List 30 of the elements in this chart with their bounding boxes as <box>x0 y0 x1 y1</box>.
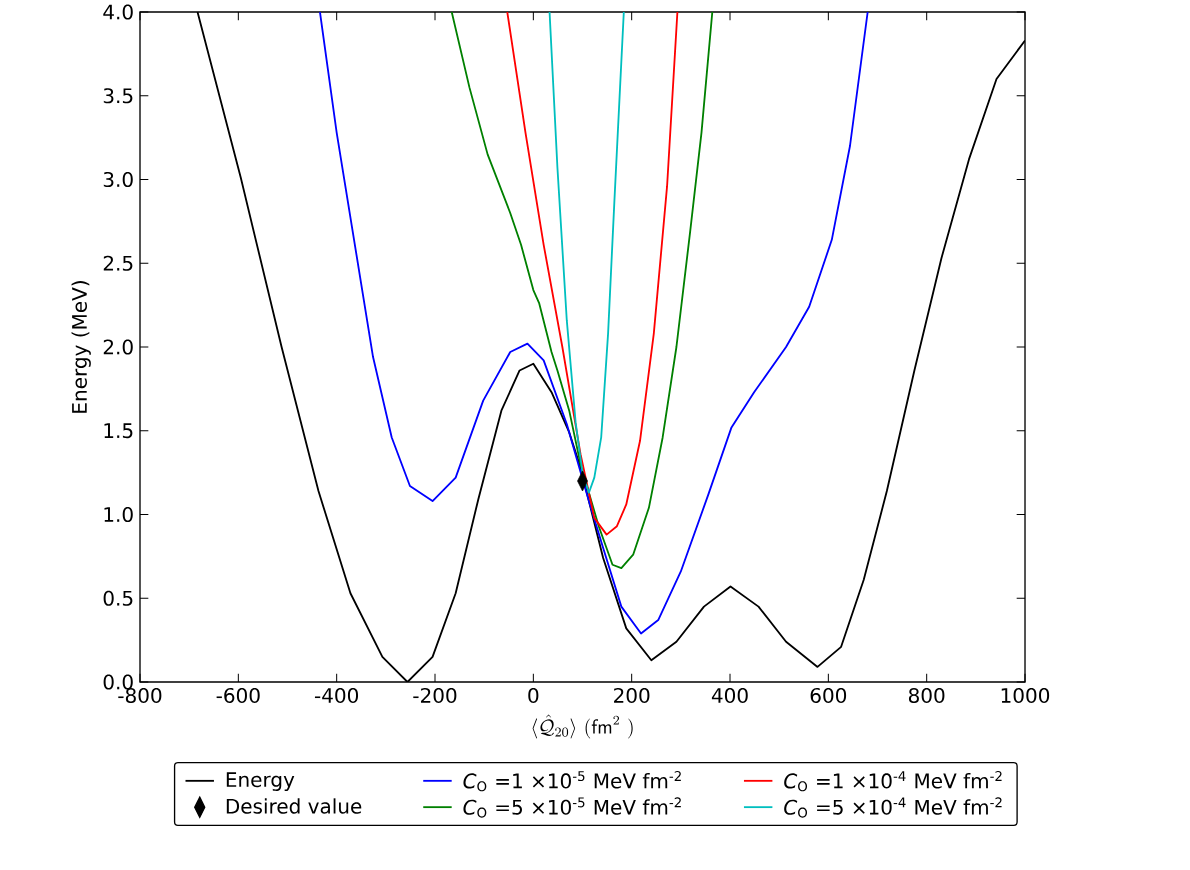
y-tick-label: 1.0 <box>104 506 133 523</box>
y-tick-label: 0.5 <box>103 590 133 606</box>
x-tick-label: 200 <box>614 687 650 704</box>
y-tick-label: 3.5 <box>103 88 133 104</box>
x-tick-label: 600 <box>810 687 847 704</box>
line-series <box>548 12 625 494</box>
x-tick-label: 800 <box>908 687 945 704</box>
x-tick-label: -600 <box>216 687 260 704</box>
x-tick-label: -400 <box>314 687 359 704</box>
y-tick-label: 3.0 <box>103 171 133 188</box>
y-tick-label: 2.0 <box>103 339 133 355</box>
y-tick-label: 0.0 <box>103 674 133 690</box>
y-tick-label: 4.0 <box>103 4 133 20</box>
legend-label: C$_{O}$ =1 ×10$^{-4}$ MeV fm$^{-2}$ <box>784 770 1002 792</box>
y-tick-label: 2.5 <box>103 255 133 271</box>
x-tick-label: -800 <box>118 687 162 704</box>
legend-label: Energy <box>226 772 295 792</box>
y-tick-label: 1.5 <box>104 423 133 439</box>
x-tick-label: 400 <box>711 687 748 704</box>
x-tick-label: -200 <box>413 687 457 704</box>
y-axis-title: Energy (MeV) <box>71 281 91 413</box>
legend-label: C$_{O}$ =5 ×10$^{-4}$ MeV fm$^{-2}$ <box>784 797 1002 818</box>
x-tick-label: 1000 <box>1001 687 1050 704</box>
line-series <box>450 12 714 570</box>
legend-label: C$_{O}$ =1 ×10$^{-5}$ MeV fm$^{-2}$ <box>463 770 681 792</box>
legend-label: Desired value <box>226 798 362 814</box>
legend-label: C$_{O}$ =5 ×10$^{-5}$ MeV fm$^{-2}$ <box>463 797 681 818</box>
line-series <box>506 12 679 536</box>
x-axis-title: $\langle\hat{\mathcal{Q}}_{20}\rangle\ (\mathsf{fm}^{2}\ )$ <box>532 714 633 739</box>
x-tick-label: 0 <box>528 687 539 704</box>
